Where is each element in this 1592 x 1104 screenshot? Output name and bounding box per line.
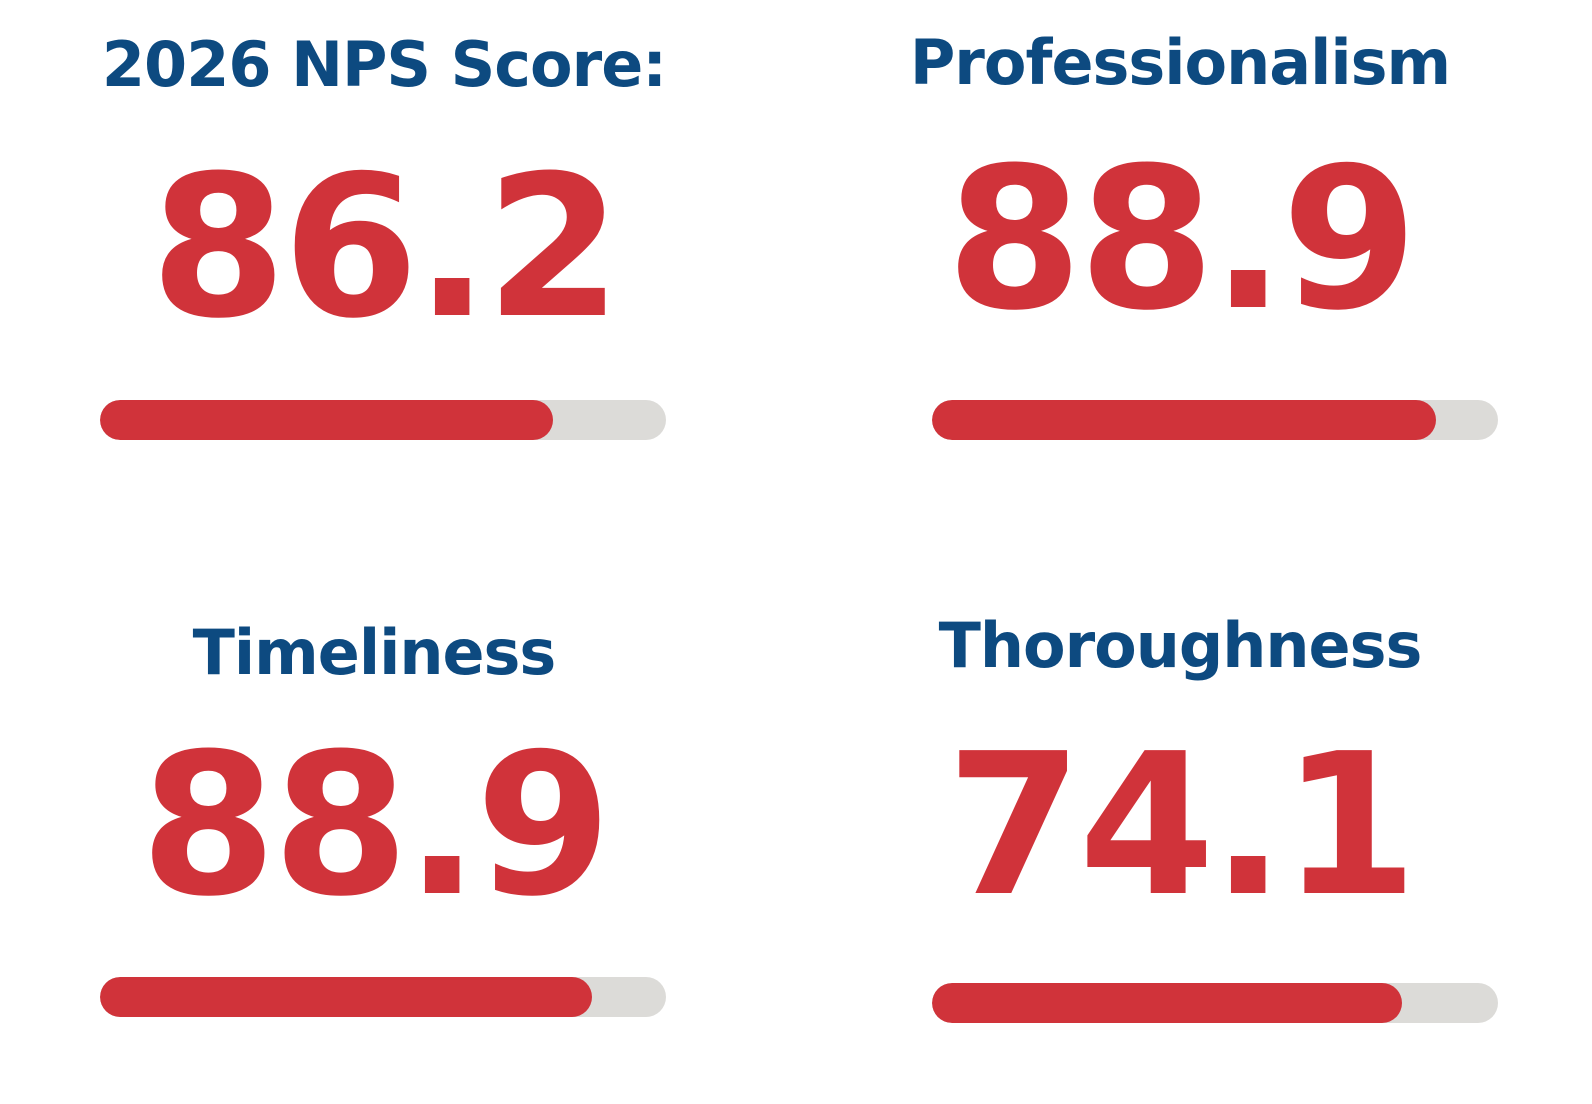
progress-bar-fill (932, 983, 1402, 1023)
metric-value: 88.9 (140, 712, 612, 940)
progress-bar-track (100, 977, 666, 1017)
progress-bar-fill (100, 977, 593, 1017)
metric-title: Timeliness (192, 616, 557, 689)
metric-title: Thoroughness (938, 609, 1423, 682)
progress-bar-track (932, 983, 1498, 1023)
metric-value: 86.2 (150, 134, 622, 362)
metric-title: 2026 NPS Score: (101, 28, 667, 101)
metric-value: 74.1 (946, 712, 1418, 940)
progress-bar-track (100, 400, 666, 440)
metric-title: Professionalism (909, 26, 1451, 99)
progress-bar-track (932, 400, 1498, 440)
progress-bar-fill (100, 400, 553, 440)
progress-bar-fill (932, 400, 1436, 440)
metric-value: 88.9 (946, 126, 1418, 354)
